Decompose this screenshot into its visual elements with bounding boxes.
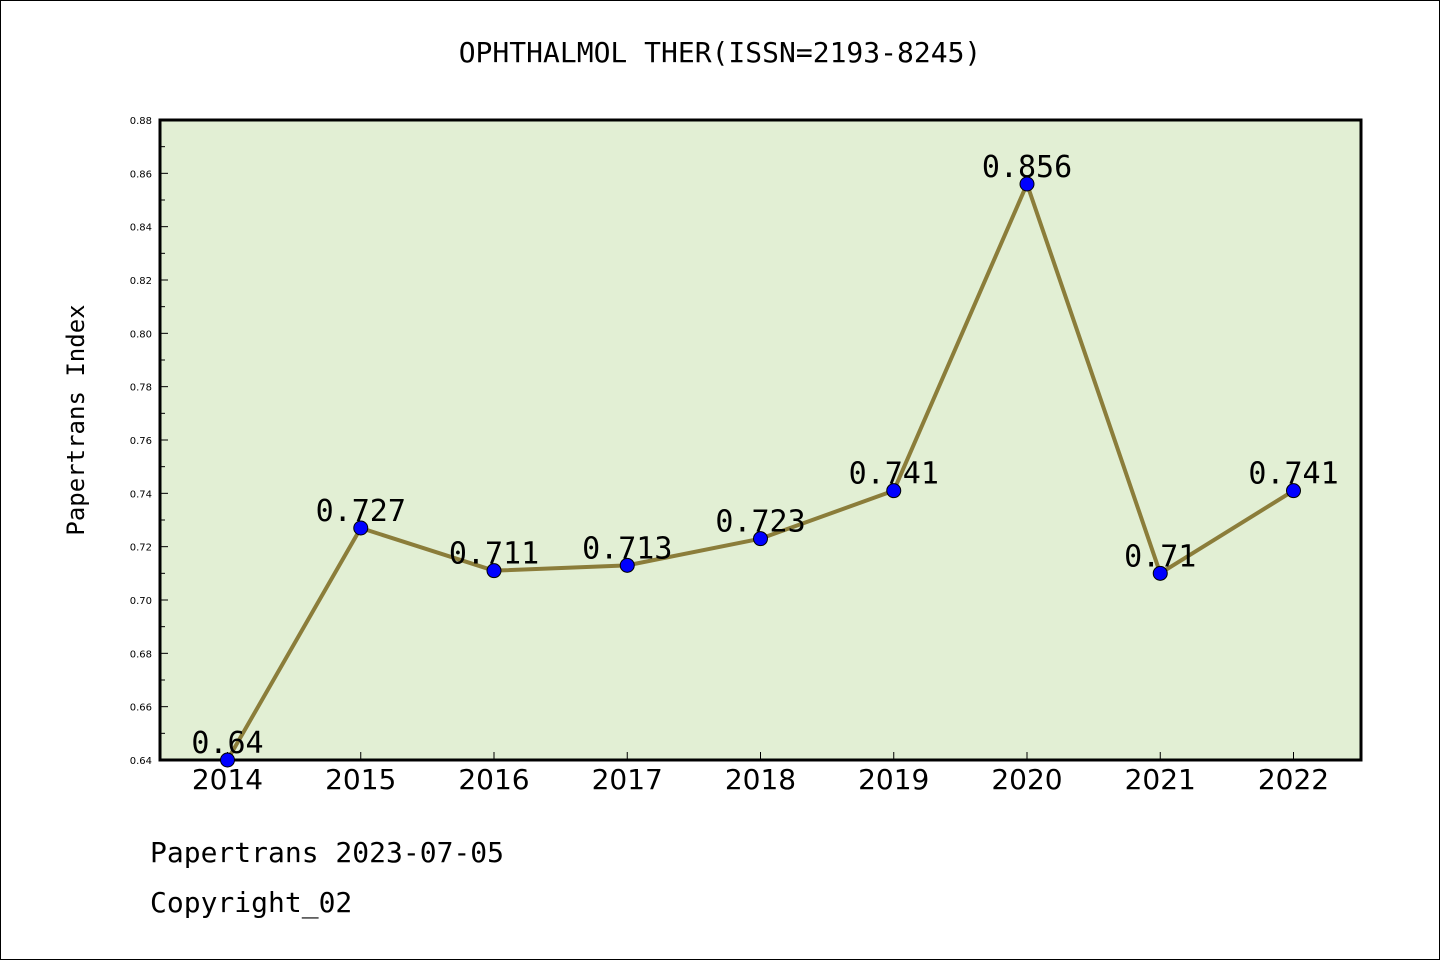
y-tick-label: 0.66 (130, 703, 152, 714)
x-tick-label: 2020 (991, 763, 1062, 796)
x-tick-label: 2017 (592, 763, 663, 796)
y-tick-label: 0.80 (130, 329, 152, 340)
y-tick-label: 0.82 (130, 276, 152, 287)
data-point (1152, 565, 1168, 581)
data-label: 0.71 (1124, 539, 1196, 574)
x-tick-label: 2022 (1258, 763, 1329, 796)
data-point (886, 483, 902, 499)
data-point (753, 531, 768, 547)
footer-date: Papertrans 2023-07-05 (150, 836, 505, 869)
data-point (1019, 176, 1035, 192)
data-label: 0.856 (982, 150, 1072, 185)
y-tick-label: 0.68 (130, 649, 152, 660)
data-label: 0.713 (582, 531, 672, 566)
y-tick-label: 0.70 (130, 596, 152, 607)
data-point (1286, 483, 1301, 499)
y-tick-label: 0.76 (130, 436, 152, 447)
data-label: 0.727 (316, 494, 406, 529)
y-tick-label: 0.64 (130, 756, 152, 767)
y-axis: 0.64 0.66 0.68 0.70 0.72 0.74 0.76 0.78 0.80 0.82… (130, 116, 168, 767)
y-tick-label: 0.84 (130, 223, 152, 234)
data-label: 0.723 (715, 505, 805, 540)
footer-copyright: Copyright_02 (150, 886, 353, 919)
data-label: 0.711 (449, 537, 539, 572)
x-tick-label: 2019 (858, 763, 929, 796)
data-label: 0.741 (1248, 457, 1338, 492)
y-tick-label: 0.88 (130, 116, 152, 127)
data-point (486, 563, 502, 579)
y-axis-label: Papertrans Index (62, 304, 90, 535)
x-tick-label: 2014 (192, 763, 263, 796)
x-axis: 2014 2015 2016 2017 2018 2019 2020 2021 2022 (192, 752, 1329, 796)
data-label: 0.64 (191, 726, 263, 761)
data-point (353, 520, 369, 536)
series-group (220, 176, 1301, 768)
data-labels-group: 0.64 0.727 0.711 0.713 0.723 0.741 0.856 0.71 0.… (191, 150, 1338, 761)
y-tick-label: 0.86 (130, 169, 152, 180)
y-tick-label: 0.72 (130, 543, 152, 554)
plot-area (158, 118, 1363, 762)
x-tick-label: 2015 (325, 763, 396, 796)
chart-title: OPHTHALMOL THER(ISSN=2193-8245) (458, 36, 982, 69)
y-tick-label: 0.74 (130, 489, 152, 500)
data-point (619, 557, 635, 573)
data-label: 0.741 (849, 457, 939, 492)
x-tick-label: 2016 (458, 763, 529, 796)
x-tick-label: 2021 (1125, 763, 1196, 796)
data-point (220, 752, 235, 768)
y-tick-label: 0.78 (130, 383, 152, 394)
x-tick-label: 2018 (725, 763, 796, 796)
